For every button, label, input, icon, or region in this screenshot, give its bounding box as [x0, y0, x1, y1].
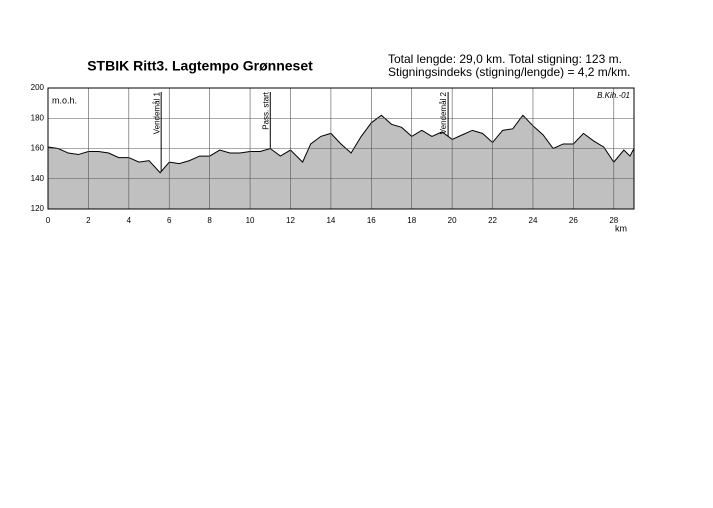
annotation-text: Vendemål 2 — [439, 91, 448, 134]
x-tick-label: 24 — [529, 216, 538, 225]
x-tick-label: 8 — [207, 216, 212, 225]
annotation-text: Pass. start — [261, 91, 270, 130]
x-tick-label: 14 — [326, 216, 335, 225]
chart-title: STBIK Ritt3. Lagtempo Grønneset — [87, 58, 313, 74]
y-tick-label: 160 — [31, 144, 45, 153]
y-axis-label: m.o.h. — [52, 95, 77, 105]
x-tick-label: 22 — [488, 216, 497, 225]
x-tick-label: 28 — [609, 216, 618, 225]
x-tick-label: 2 — [86, 216, 91, 225]
y-tick-label: 140 — [31, 174, 45, 183]
x-tick-label: 4 — [127, 216, 132, 225]
plot-frame — [47, 87, 635, 210]
x-axis-label: km — [615, 223, 627, 233]
x-tick-label: 6 — [167, 216, 172, 225]
y-tick-label: 180 — [31, 113, 45, 122]
x-tick-label: 12 — [286, 216, 295, 225]
y-tick-label: 200 — [31, 83, 45, 92]
annotation-text: Vendemål 1 — [152, 91, 161, 134]
x-tick-label: 10 — [246, 216, 255, 225]
elevation-area — [47, 114, 635, 210]
y-tick-label: 120 — [31, 204, 45, 213]
info-text: Stigningsindeks (stigning/lengde) = 4,2 … — [388, 65, 630, 79]
info-text: Total lengde: 29,0 km. Total stigning: 1… — [388, 52, 622, 66]
x-tick-label: 0 — [46, 216, 51, 225]
x-tick-label: 26 — [569, 216, 578, 225]
x-tick-label: 20 — [448, 216, 457, 225]
x-tick-label: 16 — [367, 216, 376, 225]
x-tick-label: 18 — [407, 216, 416, 225]
